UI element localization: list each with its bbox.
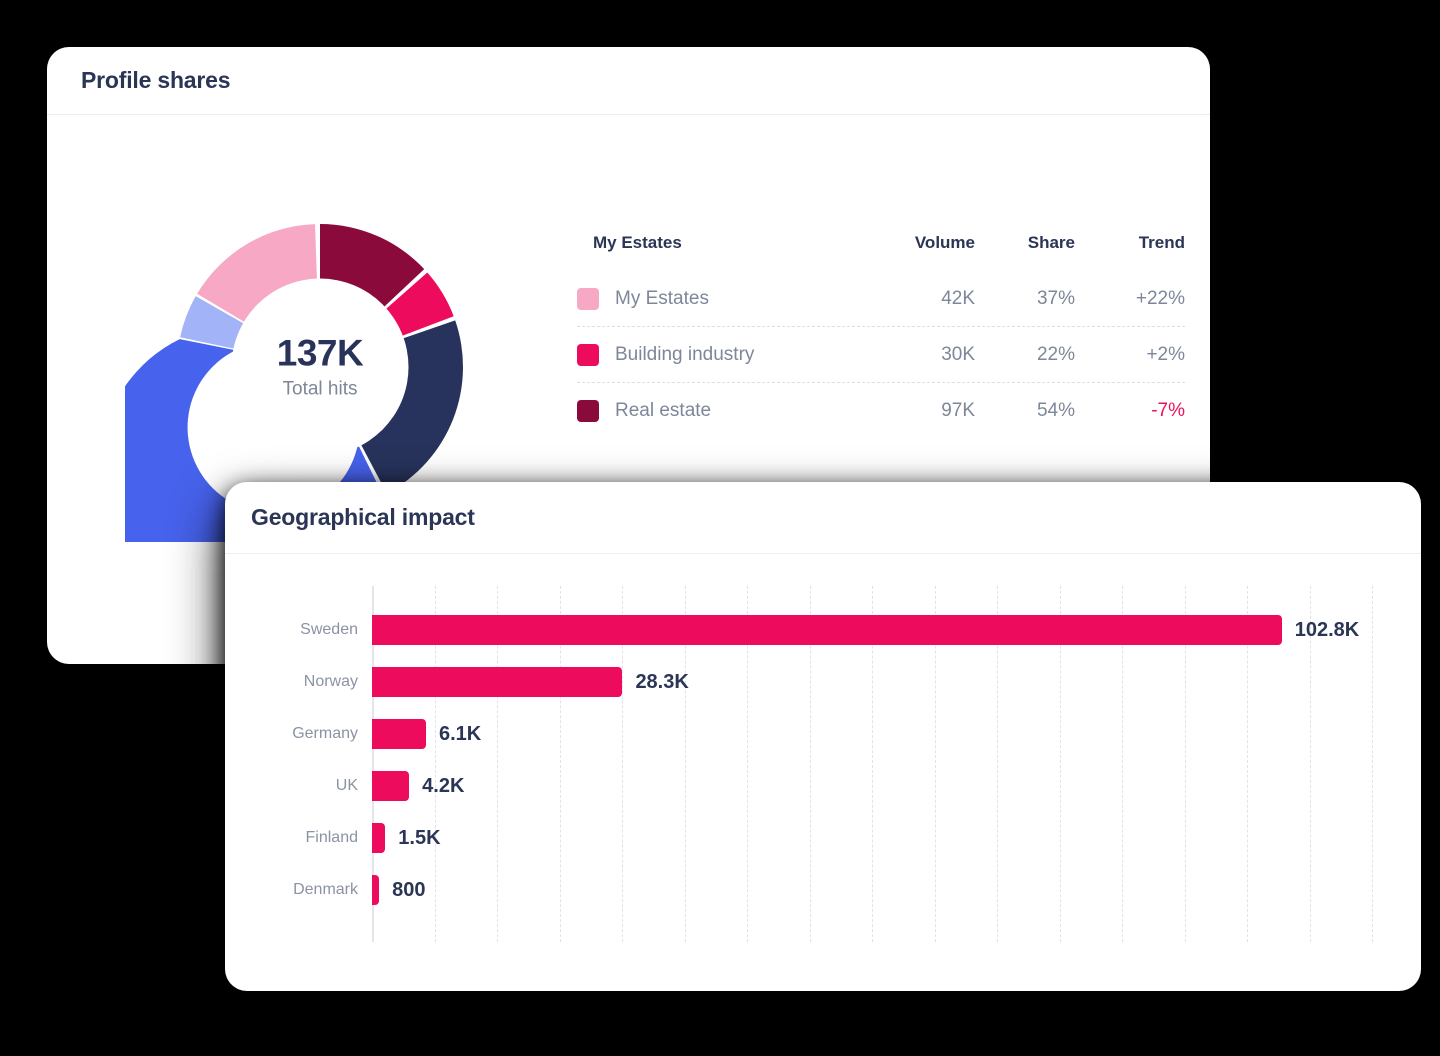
bar[interactable]	[372, 719, 426, 749]
geo-bar-chart: Sweden 102.8K Norway 28.3K Germany 6.1K UK 4.2K…	[225, 554, 1421, 991]
bar-chart-row[interactable]: Germany 6.1K	[292, 708, 482, 760]
row-trend: +22%	[1135, 288, 1185, 309]
bar[interactable]	[372, 875, 380, 905]
row-trend: -7%	[1151, 400, 1185, 421]
chart-gridline	[809, 586, 811, 942]
donut-center-label: 137K Total hits	[231, 278, 409, 456]
color-swatch-icon	[577, 288, 599, 310]
bar[interactable]	[372, 667, 623, 697]
bar-category-label: Germany	[292, 725, 358, 742]
chart-gridline	[934, 586, 936, 942]
chart-gridline	[497, 586, 498, 942]
chart-gridline	[1247, 586, 1248, 942]
chart-gridline	[747, 586, 748, 942]
chart-gridline	[1372, 586, 1373, 942]
donut-segment-my-estates	[197, 224, 317, 323]
chart-gridline	[684, 586, 686, 942]
table-row[interactable]: My Estates 42K 37% +22%	[577, 271, 1185, 327]
chart-gridline	[1122, 586, 1123, 942]
table-row[interactable]: Real estate 97K 54% -7%	[577, 383, 1185, 439]
chart-gridline	[622, 586, 623, 942]
bar[interactable]	[372, 771, 410, 801]
donut-segment-ljungbergs	[180, 296, 246, 350]
donut-total-value: 137K	[276, 332, 364, 373]
row-label: My Estates	[615, 288, 709, 309]
row-volume: 42K	[941, 288, 975, 309]
bar-value-label: 800	[392, 878, 426, 901]
column-header-trend: Trend	[1138, 233, 1185, 252]
chart-gridline	[1309, 586, 1311, 942]
table-section-heading-my-estates: My Estates	[593, 233, 682, 252]
color-swatch-icon	[577, 344, 599, 366]
row-trend: +2%	[1146, 344, 1185, 365]
bar-value-label: 102.8K	[1294, 618, 1360, 641]
row-label: Building industry	[615, 344, 755, 365]
bar-category-label: UK	[335, 777, 358, 794]
bar-chart-row[interactable]: UK 4.2K	[336, 760, 465, 812]
bar-value-label: 1.5K	[398, 826, 441, 849]
bar[interactable]	[372, 823, 386, 853]
geographical-impact-card: Geographical impact Sweden 102.8K Norway 28…	[225, 482, 1421, 991]
table-row[interactable]: Building industry 30K 22% +2%	[577, 327, 1185, 383]
bar-value-label: 4.2K	[422, 774, 465, 797]
bar-chart-row[interactable]: Denmark 800	[293, 864, 426, 916]
bar-category-label: Sweden	[300, 621, 358, 638]
bar[interactable]	[372, 615, 1282, 645]
row-volume: 30K	[941, 344, 975, 365]
bar-chart-row[interactable]: Finland 1.5K	[306, 812, 441, 864]
y-axis-line	[372, 586, 374, 942]
row-share: 22%	[1036, 344, 1075, 365]
chart-gridline	[1059, 586, 1061, 942]
row-label: Real estate	[615, 400, 712, 421]
donut-total-caption: Total hits	[282, 378, 358, 399]
bar-category-label: Norway	[303, 673, 358, 690]
bar-category-label: Finland	[305, 829, 358, 846]
color-swatch-icon	[577, 400, 599, 422]
page-title: Profile shares	[81, 67, 231, 93]
bar-value-label: 6.1K	[438, 722, 482, 745]
bar-value-label: 28.3K	[635, 670, 689, 693]
chart-gridline	[434, 586, 436, 942]
row-share: 37%	[1036, 288, 1075, 309]
bar-category-label: Denmark	[293, 881, 358, 898]
donut-segment-competitor-navy	[360, 320, 463, 494]
row-volume: 97K	[941, 400, 975, 421]
chart-gridline	[872, 586, 873, 942]
column-header-share: Share	[1027, 233, 1075, 252]
bar-chart-plot-area: Sweden 102.8K Norway 28.3K Germany 6.1K UK 4.2K…	[292, 586, 1373, 942]
section-spacer	[577, 439, 1185, 463]
geo-chart-title: Geographical impact	[251, 504, 475, 530]
profile-shares-header: Profile shares	[47, 47, 1210, 115]
bar-chart-row[interactable]: Norway 28.3K	[304, 656, 689, 708]
table-header-row: My Estates Volume Share Trend	[577, 215, 1185, 271]
donut-segment-real-estate	[320, 224, 425, 309]
geographical-impact-header: Geographical impact	[225, 482, 1421, 554]
column-header-volume: Volume	[914, 233, 975, 252]
chart-gridline	[997, 586, 998, 942]
donut-segment-building-industry	[384, 272, 454, 337]
bar-chart-row[interactable]: Sweden 102.8K	[300, 604, 1360, 656]
row-share: 54%	[1036, 400, 1075, 421]
chart-gridline	[1184, 586, 1186, 942]
chart-gridline	[559, 586, 561, 942]
